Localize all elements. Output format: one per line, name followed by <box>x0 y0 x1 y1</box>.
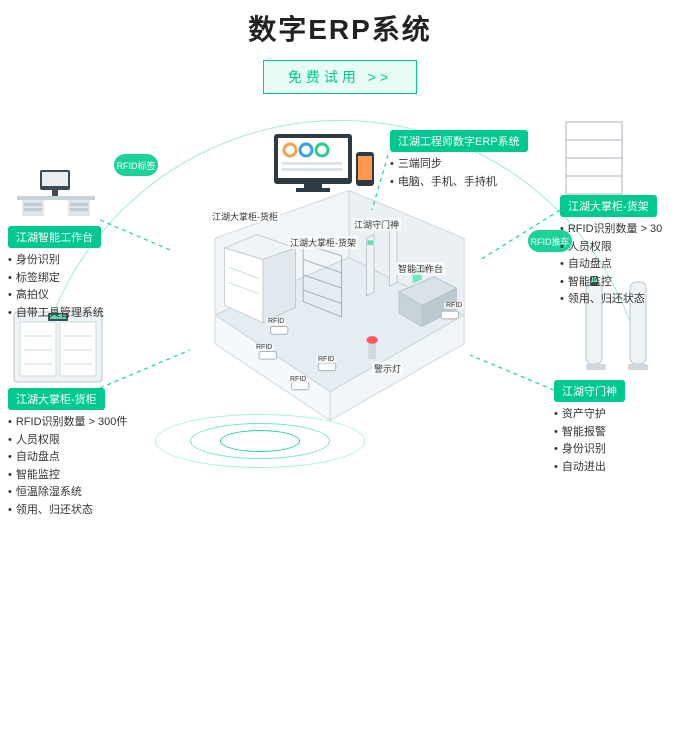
room-label-rfid-2: RFID <box>254 344 274 351</box>
callout-item: 身份识别 <box>554 441 674 459</box>
callout-item: 电脑、手机、手持机 <box>390 174 550 192</box>
callout-erp: 江湖工程师数字ERP系统 三端同步 电脑、手机、手持机 <box>390 130 550 191</box>
callout-item: 智能监控 <box>560 274 680 292</box>
callout-item: 自带工具管理系统 <box>8 305 138 323</box>
callout-item: 领用、归还状态 <box>8 502 158 520</box>
callout-item: RFID识别数量 > 300件 <box>8 414 158 432</box>
room-label-rfid-3: RFID <box>316 356 336 363</box>
callout-gate-title: 江湖守门神 <box>554 380 625 402</box>
callout-item: 智能报警 <box>554 424 674 442</box>
prop-monitor <box>270 130 380 200</box>
callout-erp-title: 江湖工程师数字ERP系统 <box>390 130 528 152</box>
callout-cabinet-title: 江湖大掌柜-货柜 <box>8 388 105 410</box>
callout-item: 自动盘点 <box>8 449 158 467</box>
prop-desk <box>12 170 100 220</box>
room-label-cabinet: 江湖大掌柜-货柜 <box>210 210 280 223</box>
room-label-shelf: 江湖大掌柜-货架 <box>288 236 358 249</box>
callout-item: 自动盘点 <box>560 256 680 274</box>
callout-cabinet: 江湖大掌柜-货柜 RFID识别数量 > 300件 人员权限 自动盘点 智能监控 … <box>8 388 158 520</box>
callout-item: RFID识别数量 > 30 <box>560 221 680 239</box>
room-label-rfid-4: RFID <box>288 376 308 383</box>
callout-shelf: 江湖大掌柜-货架 RFID识别数量 > 30 人员权限 自动盘点 智能监控 领用… <box>560 195 680 309</box>
room-label-rfid-1: RFID <box>266 318 286 325</box>
room-label-rfid-5: RFID <box>444 302 464 309</box>
isometric-room: 江湖大掌柜-货柜 江湖大掌柜-货架 江湖守门神 智能工作台 警示灯 RFID R… <box>170 200 490 430</box>
diagram-stage: RFID标签 RFID推车 <box>0 0 680 522</box>
prop-shelf <box>562 120 626 198</box>
callout-item: 资产守护 <box>554 406 674 424</box>
callout-item: 三端同步 <box>390 156 550 174</box>
callout-item: 智能监控 <box>8 467 158 485</box>
orbit-badge-left: RFID标签 <box>114 154 158 176</box>
callout-item: 恒温除湿系统 <box>8 484 158 502</box>
callout-shelf-title: 江湖大掌柜-货架 <box>560 195 657 217</box>
callout-item: 自动进出 <box>554 459 674 477</box>
callout-item: 身份识别 <box>8 252 138 270</box>
callout-workbench-title: 江湖智能工作台 <box>8 226 101 248</box>
room-label-alarm: 警示灯 <box>372 362 403 375</box>
callout-item: 标签绑定 <box>8 270 138 288</box>
callout-item: 高拍仪 <box>8 287 138 305</box>
room-label-gate: 江湖守门神 <box>352 218 401 231</box>
callout-item: 领用、归还状态 <box>560 291 680 309</box>
room-label-workbench: 智能工作台 <box>396 262 445 275</box>
callout-gate: 江湖守门神 资产守护 智能报警 身份识别 自动进出 <box>554 380 674 476</box>
callout-workbench: 江湖智能工作台 身份识别 标签绑定 高拍仪 自带工具管理系统 <box>8 226 138 322</box>
callout-item: 人员权限 <box>560 239 680 257</box>
callout-item: 人员权限 <box>8 432 158 450</box>
